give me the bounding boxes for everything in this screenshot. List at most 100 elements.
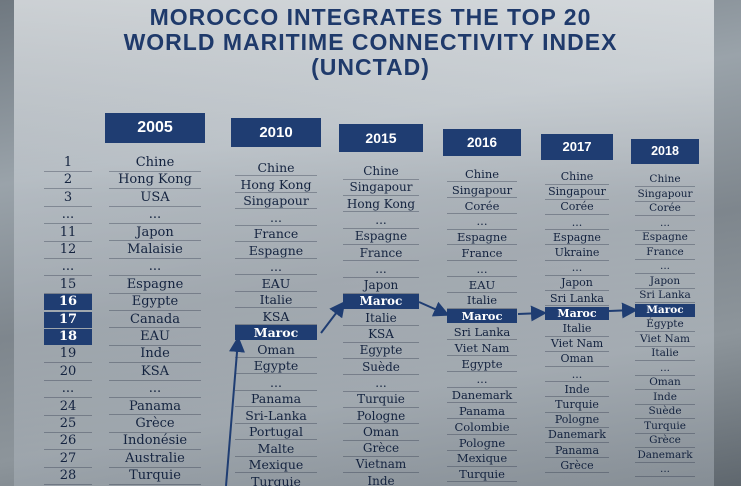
country: Hong Kong [343, 197, 419, 213]
country: ... [545, 261, 609, 276]
country: France [635, 246, 695, 260]
country: ... [109, 259, 201, 277]
country: ... [447, 372, 517, 388]
country: Danemark [635, 449, 695, 463]
country: Chine [343, 164, 419, 180]
country: Suède [635, 405, 695, 419]
country: Grèce [635, 434, 695, 448]
country: Viet Nam [635, 333, 695, 347]
country: Panama [545, 444, 609, 459]
country: ... [447, 214, 517, 230]
country: Panama [109, 399, 201, 416]
country: Danemark [545, 428, 609, 444]
country: ... [635, 362, 695, 376]
country: Chine [109, 155, 201, 172]
country: Mexique [235, 457, 317, 473]
country: Égypte [635, 318, 695, 332]
arrow [320, 300, 346, 334]
country: Corée [635, 202, 695, 216]
country: ... [635, 260, 695, 274]
country: Malte [235, 441, 317, 457]
country: ... [545, 216, 609, 231]
year-header: 2010 [231, 118, 321, 147]
country: Chine [635, 173, 695, 187]
country: Malaisie [109, 242, 201, 259]
country: Singapour [235, 193, 317, 209]
country: Espagne [109, 277, 201, 294]
rank: ... [44, 207, 92, 225]
year-header: 2018 [631, 139, 699, 164]
country: Italie [545, 322, 609, 337]
title-line: (UNCTAD) [311, 54, 430, 80]
country: ... [635, 463, 695, 477]
country: Turquie [635, 420, 695, 434]
country: Egypte [235, 358, 317, 374]
rank: 24 [44, 399, 92, 416]
rank: 12 [44, 242, 92, 259]
country: Inde [343, 474, 419, 486]
year-header: 2016 [443, 129, 521, 156]
country: Japon [635, 275, 695, 289]
country: Espagne [635, 231, 695, 245]
country: France [235, 226, 317, 242]
country: Oman [545, 352, 609, 368]
country: ... [343, 213, 419, 229]
country: ... [545, 368, 609, 383]
country: EAU [235, 276, 317, 292]
poster-panel [14, 0, 714, 486]
country: Inde [109, 346, 201, 364]
rank: 28 [44, 468, 92, 486]
country: Espagne [447, 230, 517, 246]
country: KSA [235, 309, 317, 325]
country: Grèce [109, 416, 201, 433]
rank: 1 [44, 155, 92, 172]
arrow [608, 302, 638, 319]
rank: 27 [44, 451, 92, 468]
country: Hong Kong [109, 172, 201, 190]
rank: 17 [44, 311, 92, 328]
country: Vietnam [343, 457, 419, 474]
rank: 18 [44, 329, 92, 345]
country: Pologne [343, 409, 419, 425]
country: USA [109, 190, 201, 207]
country: Italie [343, 311, 419, 327]
country: Oman [235, 342, 317, 358]
country: Portugal [235, 424, 317, 440]
country: Turquie [343, 392, 419, 408]
country: Inde [545, 383, 609, 398]
country: Maroc [635, 303, 695, 317]
country: Maroc [235, 325, 317, 340]
year-header: 2005 [105, 113, 205, 143]
country: Chine [235, 160, 317, 176]
country: Sri Lanka [635, 289, 695, 303]
country: Maroc [447, 309, 517, 324]
country: Viet Nam [545, 337, 609, 352]
country: Indonésie [109, 433, 201, 451]
rank: 15 [44, 277, 92, 294]
country: Italie [235, 292, 317, 308]
country: EAU [447, 278, 517, 293]
country: Chine [447, 167, 517, 183]
country: ... [235, 259, 317, 275]
rank: 26 [44, 433, 92, 451]
year-header: 2017 [541, 134, 613, 160]
country: Sri Lanka [545, 292, 609, 307]
country: Canada [109, 312, 201, 329]
country: Singapour [343, 180, 419, 197]
country: Grèce [545, 459, 609, 474]
country: Egypte [447, 357, 517, 372]
country: KSA [343, 327, 419, 343]
country: ... [235, 210, 317, 226]
country: Turquie [447, 467, 517, 483]
country: Pologne [447, 436, 517, 451]
country: Japon [545, 276, 609, 292]
country: Japon [343, 278, 419, 294]
country: Singapour [635, 188, 695, 202]
country: Turquie [545, 398, 609, 413]
country: Corée [545, 200, 609, 216]
rank: 11 [44, 225, 92, 242]
country: Espagne [343, 229, 419, 245]
country: Grèce [343, 441, 419, 457]
